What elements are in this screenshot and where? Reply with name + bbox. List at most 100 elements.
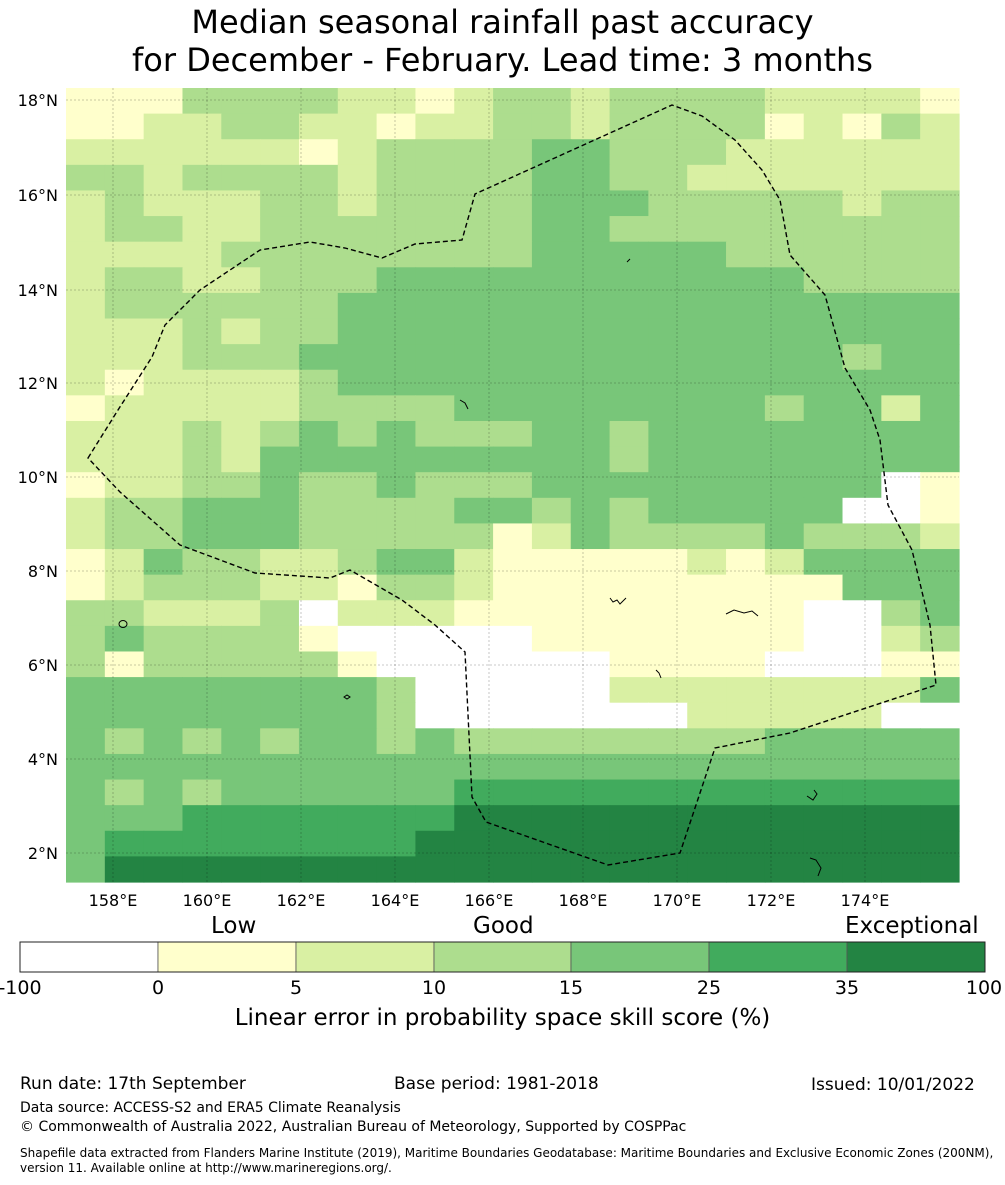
grid-cell: [66, 318, 106, 345]
lon-tick-label: 174°E: [841, 891, 890, 910]
grid-cell: [764, 318, 805, 345]
grid-cell: [415, 702, 455, 729]
grid-cell: [648, 523, 688, 550]
grid-cell: [842, 216, 882, 243]
grid-cell: [104, 190, 145, 217]
grid-cell: [842, 318, 882, 345]
grid-cell: [764, 574, 805, 601]
grid-cell: [454, 779, 494, 806]
grid-cell: [298, 113, 339, 140]
grid-cell: [221, 113, 261, 140]
island-outline: [806, 789, 818, 801]
grid-cell: [570, 523, 611, 550]
grid-cell: [260, 549, 300, 576]
grid-cell: [764, 190, 805, 217]
grid-cell: [298, 292, 339, 320]
grid-cell: [687, 88, 727, 115]
grid-cell: [182, 139, 222, 166]
grid-cell: [221, 216, 261, 243]
grid-cell: [493, 241, 533, 268]
grid-cell: [66, 753, 106, 781]
grid-cell: [609, 420, 649, 448]
grid-cell: [803, 139, 844, 166]
grid-cell: [764, 216, 805, 243]
grid-cell: [298, 395, 339, 422]
grid-cell: [104, 830, 145, 857]
grid-cell: [298, 88, 339, 115]
grid-cell: [570, 420, 611, 448]
grid-cell: [803, 830, 844, 857]
grid-cell: [842, 830, 882, 857]
grid-cell: [493, 753, 533, 781]
grid-cell: [920, 805, 960, 832]
grid-cell: [182, 446, 222, 473]
grid-cell: [376, 779, 417, 806]
grid-cell: [764, 779, 805, 806]
grid-cell: [143, 318, 184, 345]
grid-cell: [454, 728, 494, 755]
grid-cell: [260, 600, 300, 627]
grid-cell: [920, 779, 960, 806]
grid-cell: [415, 497, 455, 525]
grid-cell: [570, 702, 611, 729]
grid-cell: [182, 88, 222, 115]
grid-cell: [182, 574, 222, 601]
base-period: Base period: 1981-2018: [394, 1074, 599, 1094]
grid-cell: [260, 574, 300, 601]
grid-cell: [881, 292, 921, 320]
grid-cell: [687, 139, 727, 166]
grid-cell: [764, 677, 805, 704]
grid-cell: [298, 702, 339, 729]
grid-cell: [920, 318, 960, 345]
grid-cell: [726, 702, 766, 729]
grid-cell: [66, 728, 106, 755]
grid-cell: [570, 574, 611, 601]
grid-cell: [881, 472, 921, 499]
grid-cell: [182, 625, 222, 653]
grid-cell: [104, 267, 145, 294]
grid-cell: [648, 728, 688, 755]
grid-cell: [454, 267, 494, 294]
grid-cell: [687, 600, 727, 627]
grid-cell: [493, 344, 533, 371]
grid-cell: [66, 574, 106, 601]
grid-cell: [493, 702, 533, 729]
grid-cell: [104, 88, 145, 115]
grid-cell: [687, 497, 727, 525]
grid-cell: [260, 702, 300, 729]
grid-cell: [803, 497, 844, 525]
colorbar-segment: [295, 941, 435, 973]
grid-cell: [337, 651, 378, 678]
grid-cell: [260, 830, 300, 857]
grid-cell: [221, 369, 261, 396]
grid-cell: [687, 344, 727, 371]
grid-cell: [648, 216, 688, 243]
grid-cell: [803, 574, 844, 601]
grid-cell: [648, 292, 688, 320]
grid-cell: [687, 625, 727, 653]
grid-cell: [143, 497, 184, 525]
grid-cell: [260, 395, 300, 422]
grid-cell: [415, 805, 455, 832]
grid-cell: [298, 344, 339, 371]
grid-cell: [104, 139, 145, 166]
grid-cell: [687, 446, 727, 473]
grid-cell: [881, 88, 921, 115]
grid-cell: [337, 805, 378, 832]
grid-cell: [454, 830, 494, 857]
grid-cell: [531, 805, 572, 832]
grid-cell: [493, 549, 533, 576]
grid-cell: [454, 395, 494, 422]
grid-cell: [531, 344, 572, 371]
grid-cell: [609, 497, 649, 525]
grid-cell: [298, 369, 339, 396]
grid-cell: [531, 523, 572, 550]
grid-cell: [454, 574, 494, 601]
grid-cell: [609, 753, 649, 781]
grid-cell: [337, 702, 378, 729]
grid-cell: [920, 164, 960, 192]
grid-cell: [920, 344, 960, 371]
grid-cell: [881, 497, 921, 525]
grid-cell: [376, 651, 417, 678]
grid-cell: [726, 779, 766, 806]
